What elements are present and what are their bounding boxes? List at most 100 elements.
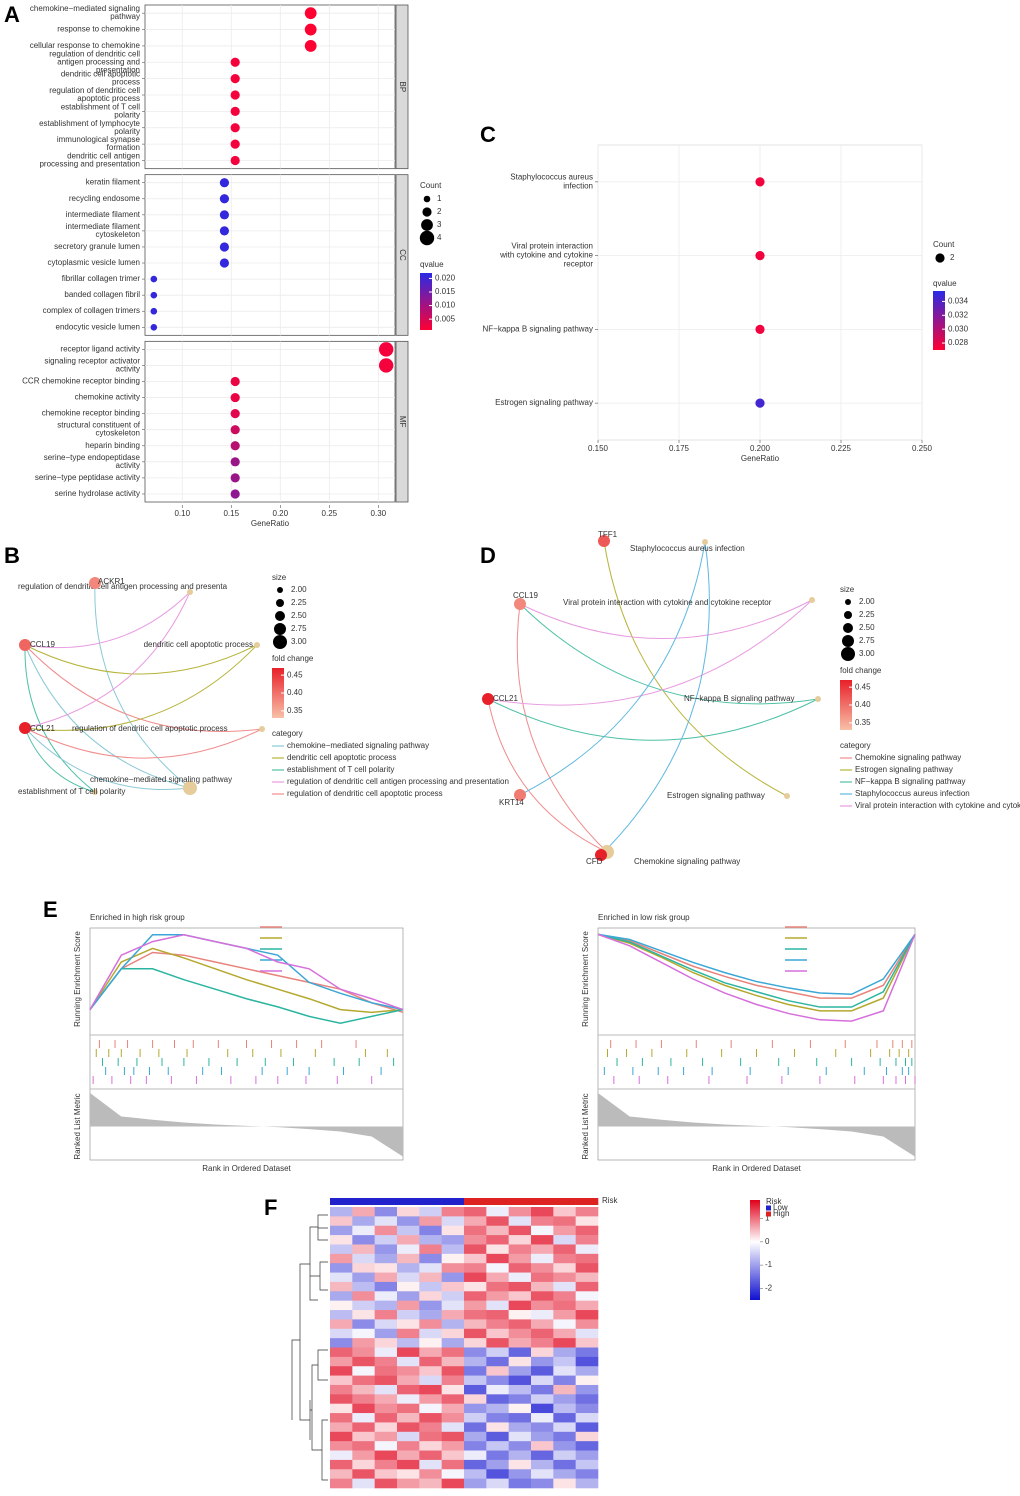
heatmap-cell xyxy=(419,1319,442,1330)
heatmap-cell xyxy=(486,1207,509,1217)
size-key xyxy=(274,623,286,635)
heatmap-cell xyxy=(441,1375,465,1386)
color-bar-label: 0.028 xyxy=(948,338,969,347)
y-tick-label: chemokine activity xyxy=(75,393,140,402)
gene-node xyxy=(19,639,31,651)
heatmap-cell xyxy=(486,1394,509,1404)
heatmap-cell xyxy=(441,1347,465,1358)
term-node xyxy=(809,597,815,603)
heatmap-cell xyxy=(397,1338,420,1348)
heatmap-cell xyxy=(330,1375,353,1386)
heatmap-cell xyxy=(575,1356,599,1367)
heatmap-cell xyxy=(374,1253,398,1264)
heatmap-cell xyxy=(374,1319,398,1330)
gene-label: CCL19 xyxy=(30,640,55,649)
y-tick-label: banded collagen fibril xyxy=(64,290,140,299)
heatmap-cell xyxy=(441,1281,465,1292)
term-label: Viral protein interaction with cytokine … xyxy=(563,598,772,607)
edge xyxy=(94,582,191,789)
y-axis-label: Running Enrichment Score xyxy=(581,931,590,1027)
heatmap-cell xyxy=(374,1235,398,1245)
heatmap-cell xyxy=(575,1375,599,1386)
size-key-label: 2.50 xyxy=(291,611,307,620)
risk-annotation xyxy=(397,1198,420,1205)
panel-letter: E xyxy=(43,897,58,922)
size-key xyxy=(277,587,283,593)
heatmap-cell xyxy=(553,1300,576,1311)
term-node xyxy=(254,642,260,648)
y-axis-label: Ranked List Metric xyxy=(73,1093,82,1159)
gene-label: CFD xyxy=(586,857,603,866)
color-bar-label: 0.40 xyxy=(287,688,303,697)
heatmap-cell xyxy=(464,1403,487,1414)
heatmap-cell xyxy=(374,1328,398,1339)
heatmap-cell xyxy=(508,1225,532,1236)
term-label: establishment of T cell polarity xyxy=(18,787,125,796)
edge xyxy=(600,541,710,856)
risk-annotation xyxy=(374,1198,398,1205)
legend-title: qvalue xyxy=(420,260,444,269)
heatmap-cell xyxy=(508,1235,532,1245)
heatmap-cell xyxy=(330,1459,353,1470)
heatmap-cell xyxy=(553,1310,576,1320)
color-bar-label: 0.40 xyxy=(855,700,871,709)
y-tick-label: complex of collagen trimers xyxy=(43,306,140,315)
legend-label: Low xyxy=(773,1203,788,1212)
heatmap-cell xyxy=(397,1328,420,1339)
gene-label: KRT14 xyxy=(499,798,524,807)
heatmap-cell xyxy=(464,1319,487,1330)
heatmap-cell xyxy=(508,1422,532,1433)
dot xyxy=(150,275,158,283)
heatmap-cell xyxy=(352,1272,375,1283)
heatmap-cell xyxy=(553,1216,576,1227)
dot xyxy=(219,194,230,204)
heatmap-cell xyxy=(352,1441,375,1451)
dot xyxy=(219,258,230,268)
heatmap-cell xyxy=(575,1207,599,1217)
risk-annotation xyxy=(464,1198,487,1205)
heatmap-cell xyxy=(374,1207,398,1217)
heatmap-cell xyxy=(508,1347,532,1358)
heatmap-cell xyxy=(508,1272,532,1283)
heatmap-cell xyxy=(441,1272,465,1283)
heatmap-cell xyxy=(553,1394,576,1404)
heatmap-cell xyxy=(441,1291,465,1301)
heatmap-cell xyxy=(464,1291,487,1301)
gene-node xyxy=(514,789,526,801)
heatmap-cell xyxy=(419,1225,442,1236)
heatmap-cell xyxy=(531,1319,554,1330)
term-label: Estrogen signaling pathway xyxy=(667,791,765,800)
heatmap-cell xyxy=(575,1366,599,1376)
heatmap-cell xyxy=(508,1431,532,1442)
heatmap-cell xyxy=(330,1347,353,1358)
y-tick-label: intermediate filament xyxy=(66,210,141,219)
x-axis-label: GeneRatio xyxy=(741,454,780,463)
heatmap-cell xyxy=(397,1478,420,1489)
heatmap-cell xyxy=(419,1272,442,1283)
color-bar-label: 0.034 xyxy=(948,297,969,306)
heatmap-cell xyxy=(486,1319,509,1330)
heatmap-cell xyxy=(508,1319,532,1330)
y-tick-label: Viral protein interaction with cytokine a… xyxy=(499,242,593,269)
heatmap-cell xyxy=(553,1281,576,1292)
heatmap-cell xyxy=(419,1413,442,1423)
dot xyxy=(378,342,394,357)
heatmap-cell xyxy=(397,1272,420,1283)
y-tick-label: recycling endosome xyxy=(69,194,141,203)
heatmap-cell xyxy=(486,1375,509,1386)
heatmap-cell xyxy=(508,1281,532,1292)
heatmap-cell xyxy=(553,1366,576,1376)
color-bar-label: 0.45 xyxy=(287,670,303,679)
heatmap-cell xyxy=(553,1347,576,1358)
edge xyxy=(24,591,191,729)
size-key-label: 2 xyxy=(950,253,955,262)
dot xyxy=(219,178,230,188)
heatmap-cell xyxy=(441,1356,465,1367)
heatmap-cell xyxy=(352,1263,375,1273)
heatmap-cell xyxy=(397,1469,420,1479)
enrichment-line xyxy=(597,933,916,1008)
heatmap-cell xyxy=(575,1431,599,1442)
heatmap-cell xyxy=(486,1272,509,1283)
heatmap-cell xyxy=(374,1459,398,1470)
